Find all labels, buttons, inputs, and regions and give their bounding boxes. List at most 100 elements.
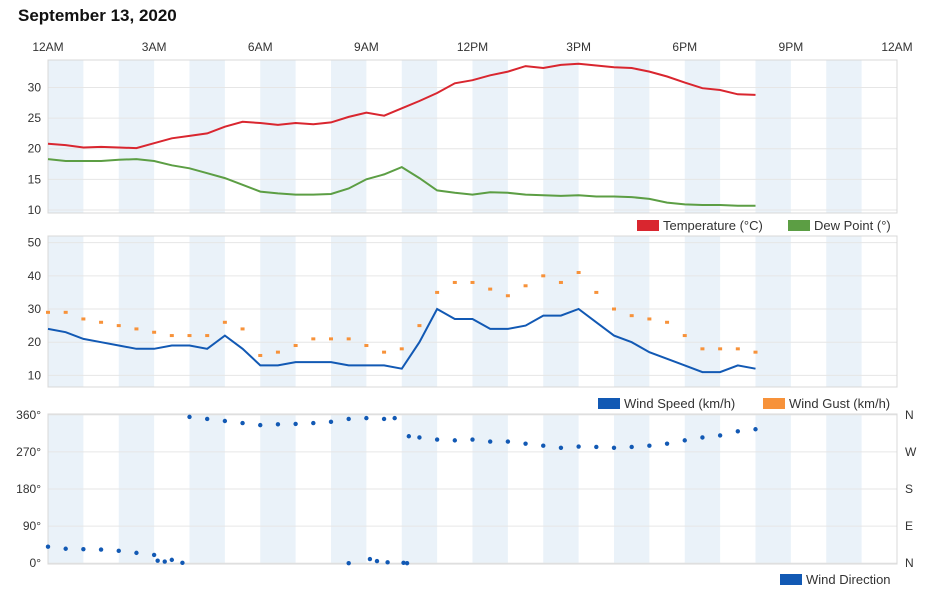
series-point xyxy=(629,314,634,318)
legend-label-wind-speed: Wind Speed (km/h) xyxy=(624,396,735,411)
hour-band xyxy=(614,60,650,213)
series-point xyxy=(222,418,228,424)
y-tick-label: 20 xyxy=(28,142,42,156)
hour-band xyxy=(189,60,225,213)
x-tick-label: 12PM xyxy=(457,40,488,54)
panel-frame xyxy=(47,413,898,565)
series-point xyxy=(374,558,380,564)
y-tick-label: 50 xyxy=(28,236,42,250)
series-point xyxy=(382,350,387,354)
series-point xyxy=(594,444,599,450)
x-tick-label: 3AM xyxy=(142,40,167,54)
hour-band xyxy=(331,236,367,387)
series-point xyxy=(204,416,210,422)
series-point xyxy=(346,337,351,341)
legend-label-wind-direction: Wind Direction xyxy=(806,572,891,587)
y-tick-label: 180° xyxy=(16,482,41,496)
series-point xyxy=(275,422,281,427)
y-right-label: E xyxy=(905,519,913,533)
series-point xyxy=(417,435,422,440)
y-tick-label: 20 xyxy=(28,335,42,349)
legend-swatch-wind-gust xyxy=(763,398,785,409)
series-point xyxy=(647,443,652,448)
series-point xyxy=(81,546,86,552)
hour-band xyxy=(826,60,862,213)
series-point xyxy=(222,320,227,324)
series-point xyxy=(417,324,422,328)
series-point xyxy=(293,344,298,348)
hour-band xyxy=(755,60,791,213)
series-point xyxy=(187,414,192,420)
hour-band xyxy=(260,60,296,213)
hour-band xyxy=(472,236,508,387)
series-point xyxy=(258,422,263,428)
series-line xyxy=(47,62,756,150)
y-tick-label: 90° xyxy=(23,519,41,533)
series-point xyxy=(99,320,104,324)
series-point xyxy=(753,350,758,354)
series-point xyxy=(523,284,528,288)
series-point xyxy=(151,552,157,558)
series-point xyxy=(594,290,599,294)
series-point xyxy=(169,557,175,563)
series-point xyxy=(134,550,139,556)
series-point xyxy=(392,415,397,421)
series-point xyxy=(116,324,121,328)
y-tick-label: 0° xyxy=(30,556,42,570)
series-point xyxy=(385,560,390,565)
y-tick-label: 15 xyxy=(28,172,42,186)
series-point xyxy=(311,420,316,426)
chart-series xyxy=(45,62,758,566)
hour-band xyxy=(755,236,791,387)
hour-band xyxy=(684,60,721,213)
panel-frame xyxy=(47,59,898,214)
series-point xyxy=(381,416,387,422)
series-point xyxy=(505,294,510,298)
series-point xyxy=(155,558,160,563)
hour-band xyxy=(826,236,862,387)
x-axis-labels: 12AM 3AM 6AM 9AM 12PM 3PM 6PM 9PM 12AM xyxy=(32,40,912,54)
series-point xyxy=(523,441,528,446)
series-point xyxy=(180,560,185,565)
series-point xyxy=(63,546,68,551)
series-point xyxy=(452,438,458,443)
series-point xyxy=(240,420,245,426)
series-point xyxy=(116,548,121,554)
series-point xyxy=(328,419,334,425)
series-point xyxy=(134,327,139,331)
series-point xyxy=(717,433,723,438)
series-point xyxy=(558,280,563,284)
series-point xyxy=(434,437,440,442)
series-point xyxy=(169,334,174,338)
series-point xyxy=(45,544,51,549)
series-point xyxy=(187,334,192,338)
y-right-label: W xyxy=(905,445,917,459)
series-point xyxy=(258,353,263,357)
series-point xyxy=(435,290,440,294)
series-point xyxy=(735,429,741,434)
y-axis-labels: 10 15 20 25 30 10 20 30 40 50 0° 90° 180° 270° 360° N E S… xyxy=(16,81,917,571)
hour-band xyxy=(401,60,438,213)
series-point xyxy=(63,310,68,314)
series-point xyxy=(682,438,687,443)
legend-swatch-wind-direction xyxy=(780,574,802,585)
series-point xyxy=(205,334,210,338)
legend-label-dewpoint: Dew Point (°) xyxy=(814,218,891,233)
hour-band xyxy=(118,236,155,387)
y-tick-label: 270° xyxy=(16,445,41,459)
night-bands xyxy=(48,60,862,564)
series-point xyxy=(700,435,705,440)
y-right-label: S xyxy=(905,482,913,496)
series-point xyxy=(576,271,581,275)
series-point xyxy=(98,547,104,552)
series-point xyxy=(406,434,412,439)
series-point xyxy=(612,307,616,311)
series-point xyxy=(647,317,652,321)
series-point xyxy=(81,317,86,321)
hour-band xyxy=(401,236,438,387)
hour-band xyxy=(260,236,296,387)
hour-band xyxy=(118,60,155,213)
y-tick-label: 10 xyxy=(28,368,42,382)
series-point xyxy=(367,556,373,562)
